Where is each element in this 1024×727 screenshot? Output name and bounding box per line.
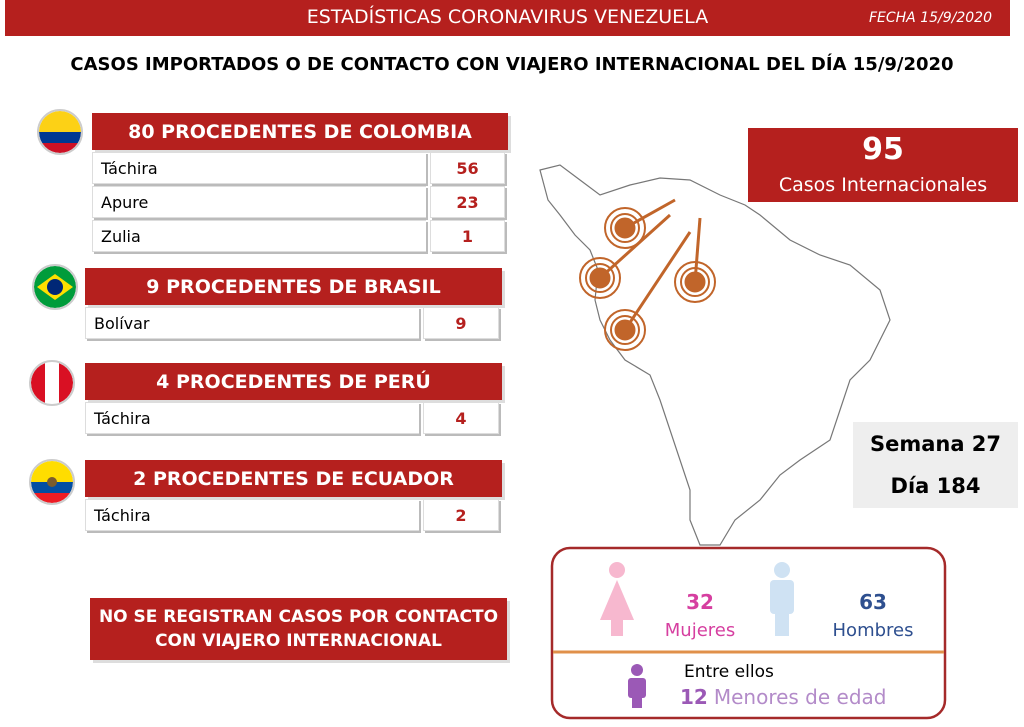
header-title: ESTADÍSTICAS CORONAVIRUS VENEZUELA	[306, 6, 709, 28]
gender-frame	[550, 546, 947, 720]
day: Día 184	[890, 474, 981, 498]
row-value: 9	[423, 307, 499, 339]
row-value: 4	[423, 402, 499, 434]
row-value: 2	[423, 499, 499, 531]
row-name: Táchira	[85, 402, 419, 434]
women-label: Mujeres	[664, 620, 736, 641]
minors-label: Menores de edad	[713, 685, 887, 709]
total-box: 95 Casos Internacionales	[748, 128, 1018, 202]
group-title: 80 PROCEDENTES DE COLOMBIA	[92, 113, 508, 150]
week: Semana 27	[869, 432, 1002, 456]
men-value: 63	[859, 590, 887, 614]
map	[539, 164, 891, 546]
total-value: 95	[862, 132, 904, 167]
flag-colombia	[39, 111, 81, 153]
flag-brasil	[34, 266, 76, 308]
minors-value: 12	[680, 685, 708, 709]
row-name: Táchira	[92, 152, 426, 184]
flag-ecuador	[31, 461, 73, 503]
group-title: 2 PROCEDENTES DE ECUADOR	[85, 460, 502, 497]
group-title: 9 PROCEDENTES DE BRASIL	[85, 268, 502, 305]
header-bar: ESTADÍSTICAS CORONAVIRUS VENEZUELA FECHA…	[5, 0, 1010, 36]
total-label: Casos Internacionales	[778, 174, 988, 196]
group-title: 4 PROCEDENTES DE PERÚ	[85, 363, 502, 400]
row-value: 56	[430, 152, 505, 184]
row-value: 1	[430, 220, 505, 252]
row-name: Zulia	[92, 220, 426, 252]
women-value: 32	[686, 590, 714, 614]
flag-rings	[29, 109, 83, 505]
header-date: FECHA 15/9/2020	[868, 10, 992, 26]
child-icon	[628, 664, 646, 708]
subtitle: CASOS IMPORTADOS O DE CONTACTO CON VIAJE…	[70, 54, 954, 75]
among: Entre ellos	[684, 662, 774, 682]
men-label: Hombres	[832, 620, 914, 641]
woman-icon	[600, 562, 634, 636]
row-name: Apure	[92, 186, 426, 218]
flag-peru	[31, 362, 73, 404]
row-name: Bolívar	[85, 307, 419, 339]
note: NO SE REGISTRAN CASOS POR CONTACTO CON V…	[90, 598, 507, 660]
row-value: 23	[430, 186, 505, 218]
origin-markers	[579, 198, 716, 351]
man-icon	[770, 562, 794, 636]
row-name: Táchira	[85, 499, 419, 531]
week-box: Semana 27 Día 184	[853, 422, 1018, 508]
minors: 12 Menores de edad	[680, 685, 887, 709]
